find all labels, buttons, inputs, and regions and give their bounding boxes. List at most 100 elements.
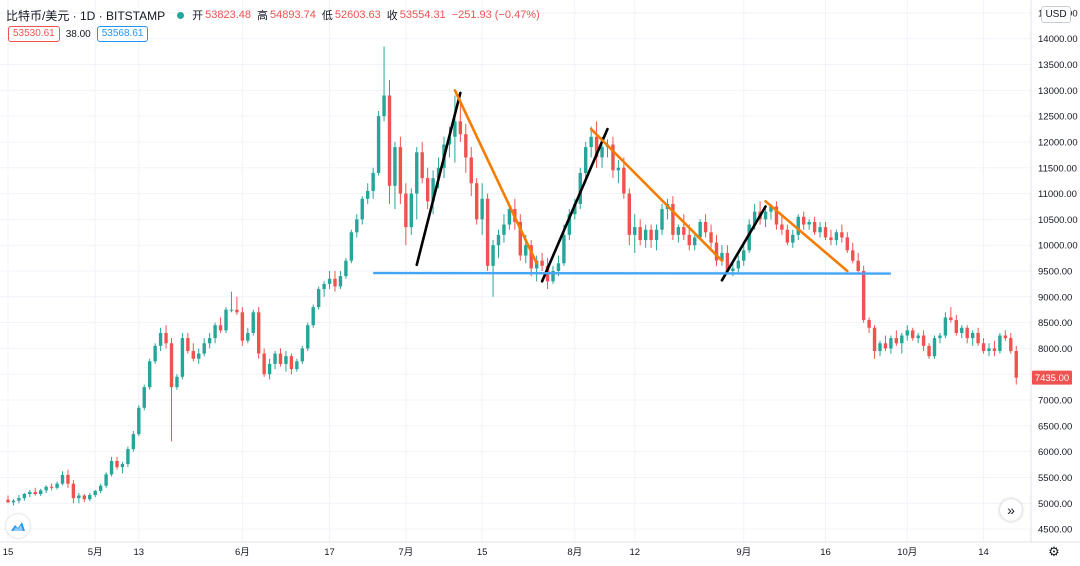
support-line[interactable]	[373, 271, 891, 275]
candle-body	[616, 167, 621, 171]
trendline-black[interactable]	[540, 127, 609, 283]
candle-body	[1009, 338, 1013, 352]
candle-body	[88, 495, 92, 500]
x-tick-label: 10月	[897, 547, 917, 558]
spread-value: 38.00	[65, 28, 91, 40]
chevron-double-right-icon[interactable]: »	[1000, 499, 1022, 521]
candle-body	[791, 234, 795, 243]
candle-body	[39, 490, 43, 494]
candle-body	[300, 348, 304, 362]
candle-body	[257, 312, 261, 354]
x-tick-label: 6月	[235, 547, 250, 558]
candle-body	[589, 136, 593, 148]
candle-body	[752, 211, 757, 225]
candle-body	[458, 121, 463, 135]
candle-body	[109, 460, 114, 475]
y-tick-label: 9000.00	[1038, 292, 1072, 303]
symbol-header: 比特币/美元 · 1D · BITSTAMP 开 53823.48 高 5489…	[6, 7, 546, 23]
candle-body	[638, 227, 642, 241]
candle-body	[807, 221, 811, 225]
candle-body	[11, 500, 16, 503]
candle-body	[551, 271, 555, 282]
trendline-orange[interactable]	[453, 89, 538, 265]
candles	[6, 46, 1018, 506]
candle-body	[1003, 335, 1008, 339]
y-tick-label: 10500.00	[1038, 215, 1078, 226]
candle-body	[60, 474, 65, 484]
candle-body	[186, 338, 190, 352]
candle-body	[164, 332, 168, 344]
candle-body	[469, 157, 473, 184]
candle-body	[284, 356, 288, 364]
candle-body	[316, 289, 321, 308]
candle-body	[856, 260, 860, 271]
low-value: 52603.63	[334, 9, 381, 21]
candle-body	[987, 348, 991, 352]
candle-body	[409, 193, 413, 228]
candle-body	[736, 260, 740, 269]
x-tick-label: 15	[477, 547, 488, 558]
candle-body	[229, 309, 234, 311]
candle-body	[82, 495, 86, 500]
candle-body	[311, 307, 315, 326]
candle-body	[191, 351, 195, 359]
sell-button[interactable]: 53530.61	[8, 26, 60, 42]
candle-body	[104, 474, 108, 486]
candle-body	[131, 434, 136, 450]
candle-body	[976, 332, 980, 344]
candle-body	[829, 237, 833, 241]
close-value: 53554.31	[399, 9, 446, 21]
trendline-black[interactable]	[415, 91, 462, 267]
market-status-dot	[177, 11, 185, 19]
candle-body	[355, 219, 359, 233]
x-tick-label: 8月	[567, 547, 582, 558]
candle-body	[246, 332, 250, 341]
candle-body	[998, 335, 1002, 352]
tradingview-cloud-icon[interactable]	[6, 514, 30, 538]
candle-body	[453, 121, 457, 137]
candle-body	[970, 332, 975, 339]
symbol-title[interactable]: 比特币/美元 · 1D · BITSTAMP	[6, 8, 166, 23]
candle-body	[671, 203, 675, 235]
candle-body	[393, 147, 397, 186]
candle-body	[431, 178, 435, 202]
candle-body	[338, 276, 343, 287]
candle-body	[992, 348, 997, 352]
candle-body	[709, 232, 713, 243]
x-tick-label: 7月	[398, 547, 413, 558]
candle-body	[485, 198, 490, 266]
candle-body	[932, 338, 937, 357]
candle-body	[720, 252, 724, 261]
trendline-orange[interactable]	[589, 127, 724, 262]
candle-body	[834, 232, 839, 241]
candle-body	[480, 198, 484, 220]
candle-body	[567, 214, 572, 235]
candle-body	[714, 242, 719, 261]
trendline-orange[interactable]	[764, 200, 849, 273]
x-tick-label: 12	[629, 547, 640, 558]
candle-body	[812, 221, 817, 233]
candle-body	[175, 376, 179, 388]
candle-body	[415, 152, 419, 194]
candle-body	[207, 338, 212, 344]
candle-body	[425, 178, 430, 202]
y-tick-label: 8000.00	[1038, 344, 1072, 355]
buy-button[interactable]: 53568.61	[96, 26, 149, 42]
candle-body	[600, 147, 604, 158]
candle-body	[769, 206, 773, 212]
candle-body	[349, 232, 354, 261]
candle-body	[491, 245, 495, 266]
trendline-black[interactable]	[720, 205, 767, 282]
gear-icon[interactable]: ⚙	[1048, 544, 1060, 559]
x-tick-label: 13	[134, 547, 145, 558]
candle-body	[693, 237, 697, 246]
candle-body	[927, 345, 931, 357]
y-tick-label: 6500.00	[1038, 421, 1072, 432]
candle-body	[556, 263, 561, 271]
currency-label[interactable]: USD	[1041, 6, 1071, 23]
candle-body	[273, 353, 277, 364]
close-label: 收	[386, 10, 398, 22]
candle-body	[436, 167, 441, 179]
